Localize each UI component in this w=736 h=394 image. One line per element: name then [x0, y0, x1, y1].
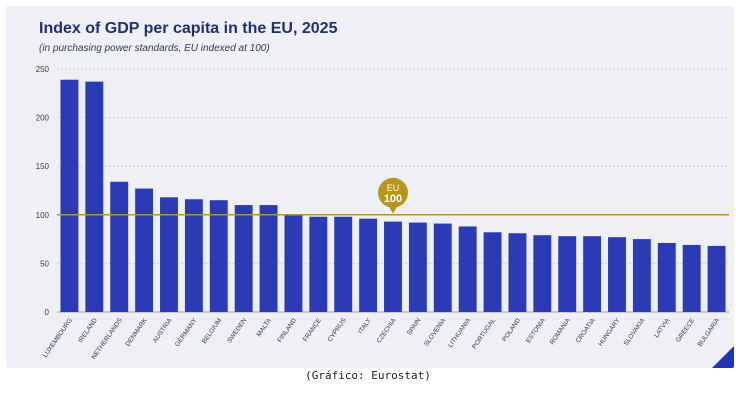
- x-tick-label: MALTA: [256, 317, 274, 339]
- bar: [135, 188, 154, 312]
- bar: [85, 81, 104, 312]
- bar: [184, 199, 203, 312]
- bar: [334, 216, 353, 312]
- bar: [508, 233, 527, 312]
- chart-subtitle: (in purchasing power standards, EU index…: [39, 43, 270, 54]
- x-tick-label: DENMARK: [124, 317, 149, 348]
- x-tick-label: CROATIA: [575, 317, 597, 345]
- image-caption: (Gráfico: Eurostat): [305, 369, 431, 382]
- x-tick-label: AUSTRIA: [152, 317, 174, 345]
- x-tick-label: ESTONIA: [525, 317, 547, 345]
- bar: [160, 197, 178, 312]
- x-tick-label: LUXEMBOURG: [42, 317, 74, 359]
- eu-badge-label-bottom: 100: [384, 193, 402, 205]
- bar: [408, 222, 427, 312]
- x-tick-label: LITHUANIA: [447, 317, 473, 349]
- bar: [458, 226, 477, 312]
- x-tick-label: GREECE: [675, 317, 697, 344]
- chart-title: Index of GDP per capita in the EU, 2025: [39, 20, 338, 37]
- x-tick-label: SLOVENIA: [423, 317, 448, 348]
- eu-badge: [378, 177, 408, 208]
- x-tick-label: POLAND: [501, 317, 522, 343]
- bar: [433, 223, 452, 312]
- bar: [209, 200, 228, 312]
- bar: [483, 232, 502, 312]
- bar: [682, 244, 701, 312]
- bar: [259, 205, 278, 312]
- x-tick-label: HUNGARY: [597, 317, 622, 348]
- x-tick-label: CZECHIA: [376, 317, 398, 345]
- bar: [608, 237, 626, 312]
- bar: [384, 221, 402, 312]
- bar: [558, 236, 577, 312]
- bar: [533, 235, 552, 312]
- x-tick-label: LATVIA: [653, 317, 672, 340]
- bar: [583, 236, 602, 312]
- x-tick-label: SPAIN: [406, 317, 423, 337]
- x-tick-label: GERMANY: [174, 317, 199, 348]
- y-tick-label: 50: [40, 259, 49, 268]
- chart-card: Index of GDP per capita in the EU, 2025 …: [6, 6, 734, 368]
- bar: [284, 214, 303, 312]
- bar: [234, 205, 253, 312]
- y-tick-label: 200: [36, 114, 50, 123]
- x-tick-label: IRELAND: [77, 317, 99, 344]
- x-tick-label: BELGIUM: [201, 317, 224, 345]
- eu-badge-pointer: [389, 206, 397, 214]
- eu-badge-label-top: EU: [387, 183, 400, 193]
- x-tick-label: ROMANIA: [549, 317, 573, 346]
- bar: [110, 181, 129, 312]
- y-tick-label: 250: [36, 65, 50, 74]
- bar: [707, 245, 726, 312]
- bar: [657, 242, 676, 312]
- bar: [60, 79, 79, 312]
- x-tick-label: BULGARIA: [697, 317, 722, 348]
- x-tick-label: FINLAND: [276, 317, 298, 344]
- y-tick-label: 100: [36, 211, 50, 220]
- x-tick-label: SWEDEN: [226, 317, 248, 345]
- x-tick-label: PORTUGAL: [471, 317, 497, 351]
- x-tick-label: FRANCE: [302, 317, 323, 343]
- x-tick-label: CYPRUS: [327, 317, 349, 344]
- bar: [632, 239, 651, 312]
- bar: [309, 216, 328, 312]
- x-tick-label: ITALY: [357, 317, 373, 336]
- x-tick-label: SLOVAKIA: [623, 317, 647, 348]
- y-tick-label: 150: [36, 162, 50, 171]
- corner-accent: [712, 346, 734, 368]
- bar: [359, 218, 378, 312]
- y-tick-label: 0: [45, 308, 50, 317]
